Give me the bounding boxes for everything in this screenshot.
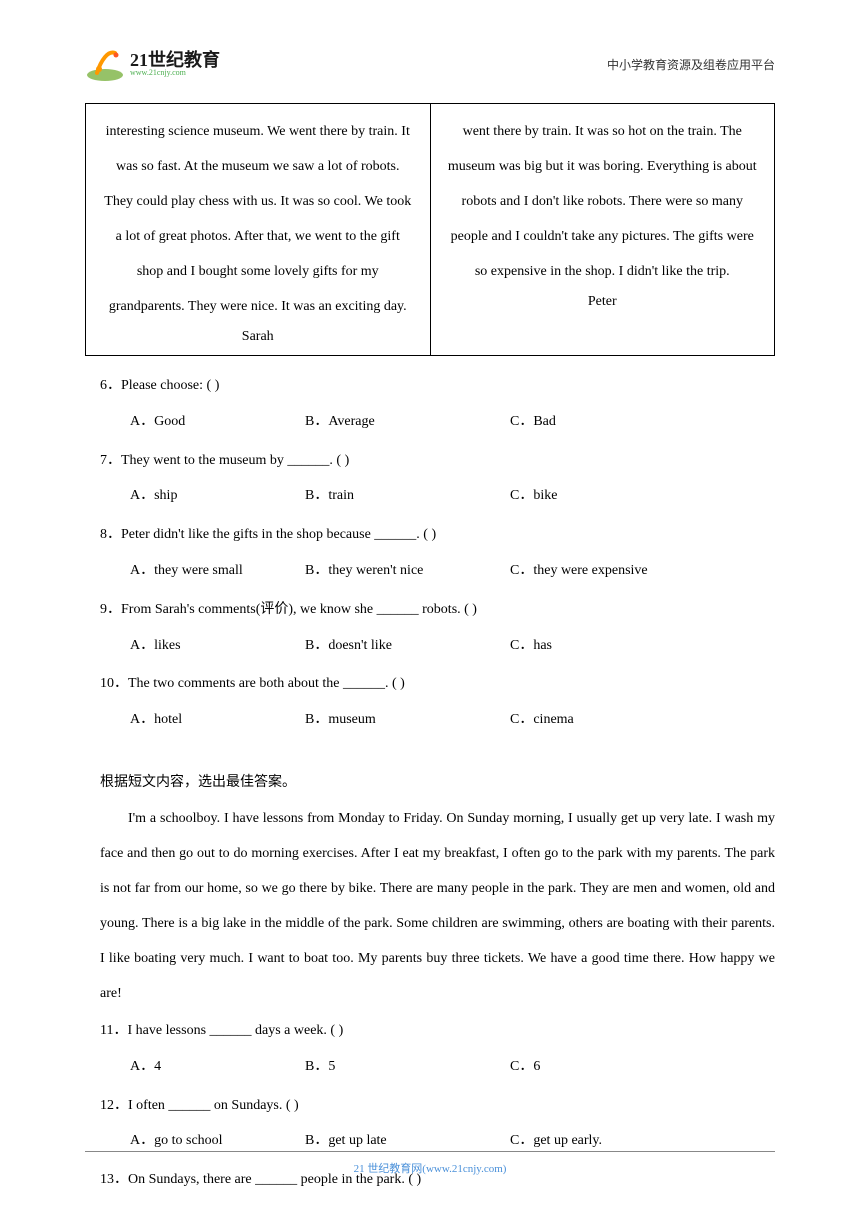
option-7c: C．bike	[510, 481, 557, 512]
passage-left-signature: Sarah	[101, 329, 415, 345]
logo-icon	[85, 45, 125, 83]
option-8c: C．they were expensive	[510, 556, 648, 587]
passage-right-cell: went there by train. It was so hot on th…	[430, 104, 775, 356]
option-10b: B．museum	[305, 705, 510, 736]
logo-text: 21世纪教育 www.21cnjy.com	[130, 51, 220, 77]
instruction-text: 根据短文内容，选出最佳答案。	[100, 771, 775, 791]
question-8: 8．Peter didn't like the gifts in the sho…	[100, 520, 775, 551]
option-10c: C．cinema	[510, 705, 574, 736]
option-10a: A．hotel	[130, 705, 305, 736]
passage-right-signature: Peter	[446, 294, 760, 310]
question-6: 6．Please choose: ( )	[100, 371, 775, 402]
option-9c: C．has	[510, 631, 552, 662]
passage-table: interesting science museum. We went ther…	[85, 103, 775, 356]
option-9b: B．doesn't like	[305, 631, 510, 662]
reading-paragraph: I'm a schoolboy. I have lessons from Mon…	[100, 801, 775, 1011]
passage-right-text: went there by train. It was so hot on th…	[446, 114, 760, 289]
option-11b: B．5	[305, 1052, 510, 1083]
question-7: 7．They went to the museum by ______. ( )	[100, 446, 775, 477]
options-7: A．ship B．train C．bike	[130, 481, 775, 512]
page-header: 21世纪教育 www.21cnjy.com 中小学教育资源及组卷应用平台	[85, 45, 775, 83]
logo-main-text: 21世纪教育	[130, 51, 220, 69]
question-9: 9．From Sarah's comments(评价), we know she…	[100, 595, 775, 626]
option-11a: A．4	[130, 1052, 305, 1083]
options-9: A．likes B．doesn't like C．has	[130, 631, 775, 662]
option-7b: B．train	[305, 481, 510, 512]
option-9a: A．likes	[130, 631, 305, 662]
option-8a: A．they were small	[130, 556, 305, 587]
options-6: A．Good B．Average C．Bad	[130, 407, 775, 438]
options-10: A．hotel B．museum C．cinema	[130, 705, 775, 736]
logo: 21世纪教育 www.21cnjy.com	[85, 45, 220, 83]
question-block-1: 6．Please choose: ( ) A．Good B．Average C．…	[85, 371, 775, 736]
passage-left-text: interesting science museum. We went ther…	[101, 114, 415, 324]
options-11: A．4 B．5 C．6	[130, 1052, 775, 1083]
question-11: 11．I have lessons ______ days a week. ( …	[100, 1016, 775, 1047]
header-right-text: 中小学教育资源及组卷应用平台	[607, 56, 775, 73]
option-6a: A．Good	[130, 407, 305, 438]
logo-sub-text: www.21cnjy.com	[130, 69, 220, 77]
passage-left-cell: interesting science museum. We went ther…	[86, 104, 431, 356]
question-10: 10．The two comments are both about the _…	[100, 669, 775, 700]
options-8: A．they were small B．they weren't nice C．…	[130, 556, 775, 587]
option-11c: C．6	[510, 1052, 540, 1083]
option-6b: B．Average	[305, 407, 510, 438]
question-12: 12．I often ______ on Sundays. ( )	[100, 1091, 775, 1122]
option-8b: B．they weren't nice	[305, 556, 510, 587]
option-7a: A．ship	[130, 481, 305, 512]
option-6c: C．Bad	[510, 407, 556, 438]
page-footer: 21 世纪教育网(www.21cnjy.com)	[85, 1151, 775, 1176]
